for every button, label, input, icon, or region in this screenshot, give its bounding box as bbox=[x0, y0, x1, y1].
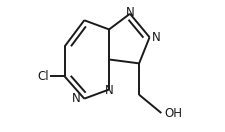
Text: OH: OH bbox=[163, 107, 181, 119]
Text: N: N bbox=[71, 92, 80, 105]
Text: N: N bbox=[151, 31, 160, 44]
Text: Cl: Cl bbox=[37, 70, 49, 83]
Text: N: N bbox=[104, 84, 113, 97]
Text: N: N bbox=[125, 6, 134, 19]
